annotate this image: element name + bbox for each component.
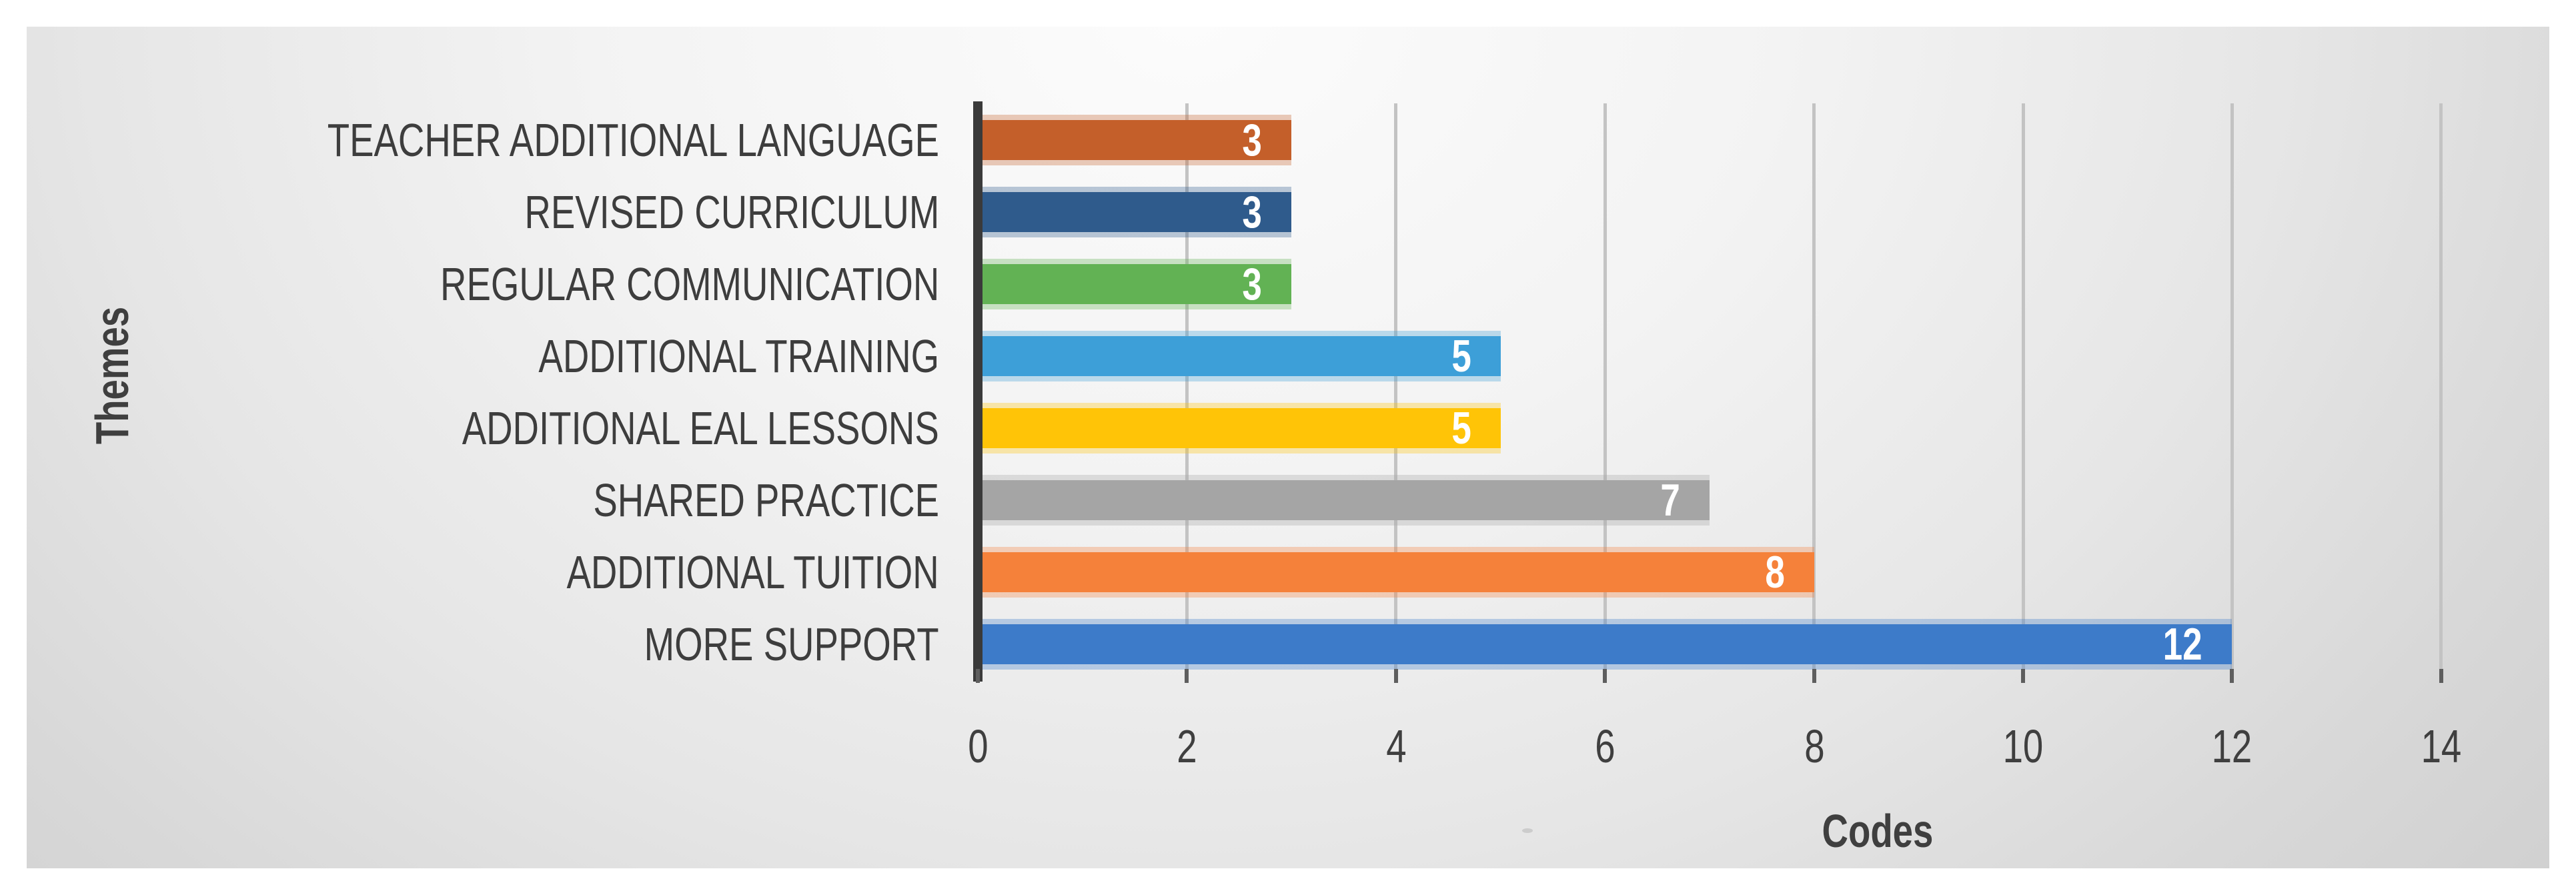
x-tick-mark-2	[1185, 669, 1189, 683]
y-axis-title: Themes	[86, 287, 138, 464]
category-label-text: ADDITIONAL EAL LESSONS	[462, 402, 939, 454]
x-tick-mark-0	[976, 669, 980, 683]
category-label-text: SHARED PRACTICE	[593, 474, 939, 526]
category-label-text: REGULAR COMMUNICATION	[440, 258, 939, 310]
x-tick-mark-4	[1394, 669, 1398, 683]
x-tick-mark-8	[1812, 669, 1816, 683]
x-tick-label-8: 8	[1734, 722, 1894, 770]
bar-revised-curriculum: 3	[983, 187, 1291, 237]
category-label-teacher-additional-language: TEACHER ADDITIONAL LANGUAGE	[155, 117, 939, 163]
x-tick-mark-12	[2230, 669, 2234, 683]
bar-value-label-wrap: 12	[2152, 619, 2232, 670]
bar-value-label-wrap: 8	[1760, 547, 1814, 598]
category-label-text: TEACHER ADDITIONAL LANGUAGE	[327, 114, 939, 166]
gridline-x-6	[1603, 103, 1607, 670]
category-label-more-support: MORE SUPPORT	[561, 621, 939, 668]
category-label-text: ADDITIONAL TRAINING	[538, 330, 939, 382]
category-label-text: REVISED CURRICULUM	[524, 186, 939, 238]
bar-additional-training: 5	[983, 331, 1501, 381]
x-tick-label-14: 14	[2361, 722, 2521, 770]
bar-value-label-wrap: 3	[1237, 259, 1291, 309]
x-tick-label-text: 2	[1176, 720, 1197, 772]
category-label-text: ADDITIONAL TUITION	[566, 546, 939, 598]
bar-value-label: 3	[1242, 259, 1262, 309]
bar-value-label: 5	[1451, 331, 1471, 381]
background-smudge-artifact	[1522, 828, 1533, 833]
x-tick-label-6: 6	[1525, 722, 1685, 770]
x-tick-label-text: 4	[1385, 720, 1407, 772]
x-tick-label-text: 8	[1804, 720, 1825, 772]
x-tick-mark-14	[2439, 669, 2443, 683]
x-tick-label-12: 12	[2152, 722, 2312, 770]
bar-shared-practice: 7	[983, 475, 1710, 526]
bar-value-label: 7	[1660, 475, 1680, 526]
bar-additional-eal-lessons: 5	[983, 403, 1501, 454]
x-tick-label-text: 6	[1594, 720, 1616, 772]
category-label-additional-training: ADDITIONAL TRAINING	[426, 333, 939, 379]
bar-value-label: 5	[1451, 403, 1471, 454]
x-tick-label-10: 10	[1943, 722, 2103, 770]
bar-value-label: 8	[1765, 547, 1785, 598]
x-tick-label-2: 2	[1107, 722, 1267, 770]
bar-value-label: 3	[1242, 115, 1262, 165]
bar-value-label: 12	[2163, 619, 2202, 670]
category-label-additional-tuition: ADDITIONAL TUITION	[462, 549, 939, 596]
bar-teacher-additional-language: 3	[983, 115, 1291, 165]
category-label-additional-eal-lessons: ADDITIONAL EAL LESSONS	[328, 405, 939, 452]
x-axis-title-text: Codes	[1822, 805, 1934, 857]
bar-more-support: 12	[983, 619, 2232, 670]
category-label-regular-communication: REGULAR COMMUNICATION	[299, 261, 939, 307]
gridline-x-2	[1185, 103, 1189, 670]
chart-plot-panel: Themes 3 3 3 5 5 7 8 12 TEACHER ADDITIONAL LANG…	[27, 27, 2549, 868]
bar-additional-tuition: 8	[983, 547, 1814, 598]
x-tick-label-4: 4	[1316, 722, 1476, 770]
gridline-x-12	[2230, 103, 2234, 670]
bar-value-label: 3	[1242, 187, 1262, 237]
x-tick-mark-10	[2021, 669, 2025, 683]
bar-value-label-wrap: 5	[1446, 403, 1501, 454]
category-label-revised-curriculum: REVISED CURRICULUM	[408, 189, 939, 235]
x-tick-label-text: 10	[2002, 720, 2044, 772]
bar-value-label-wrap: 3	[1237, 187, 1291, 237]
category-label-shared-practice: SHARED PRACTICE	[496, 477, 939, 524]
x-tick-label-text: 12	[2211, 720, 2252, 772]
gridline-x-14	[2439, 103, 2443, 670]
y-axis-title-text: Themes	[86, 306, 138, 445]
gridline-x-10	[2022, 103, 2025, 670]
x-tick-label-0: 0	[898, 722, 1058, 770]
y-axis-line	[973, 101, 983, 682]
x-tick-label-text: 0	[967, 720, 989, 772]
bar-value-label-wrap: 5	[1446, 331, 1501, 381]
gridline-x-8	[1812, 103, 1816, 670]
x-tick-mark-6	[1603, 669, 1607, 683]
bar-regular-communication: 3	[983, 259, 1291, 309]
bar-value-label-wrap: 7	[1655, 475, 1710, 526]
x-tick-label-text: 14	[2421, 720, 2462, 772]
gridline-x-4	[1394, 103, 1397, 670]
x-axis-title: Codes	[1611, 806, 2144, 856]
category-label-text: MORE SUPPORT	[644, 618, 939, 670]
bar-value-label-wrap: 3	[1237, 115, 1291, 165]
